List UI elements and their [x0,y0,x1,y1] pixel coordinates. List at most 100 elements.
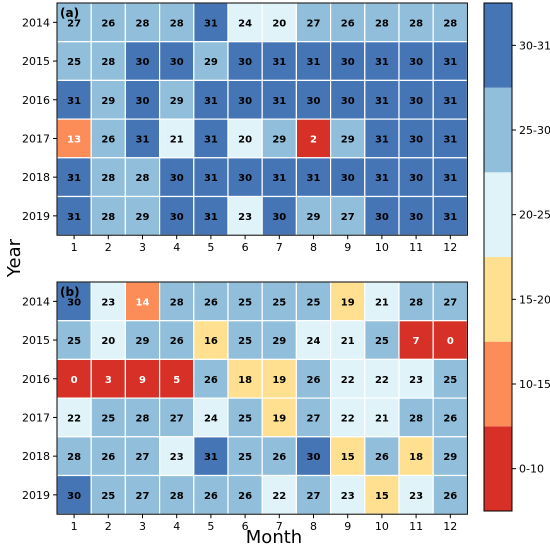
cell-value-label: 7 [413,336,420,347]
heatmap-cell [364,436,400,477]
colorbar-tick-label: 20-25 [519,209,550,222]
cell-value-label: 28 [136,413,150,424]
cell-value-label: 30 [170,212,184,223]
heatmap-cell [432,2,469,43]
x-tick-label: 4 [173,241,180,254]
heatmap-cell [330,474,366,515]
heatmap-cell [261,474,298,515]
cell-value-label: 30 [409,212,423,223]
y-tick-label: 2014 [22,16,50,29]
cell-value-label: 22 [375,375,389,386]
x-tick-label: 8 [310,520,317,533]
cell-value-label: 2 [310,134,317,145]
cell-value-label: 25 [101,413,115,424]
cell-value-label: 23 [409,375,423,386]
cell-value-label: 30 [307,452,321,463]
cell-value-label: 25 [101,491,115,502]
cell-value-label: 31 [443,134,457,145]
heatmap-cell [90,281,126,322]
colorbar-frame [483,2,513,512]
heatmap-cell [193,358,229,399]
x-tick-label: 6 [242,520,249,533]
x-tick-label: 1 [71,241,78,254]
x-tick-label: 5 [207,241,214,254]
cell-value-label: 18 [409,452,423,463]
cell-value-label: 25 [272,297,286,308]
y-tick-label: 2016 [22,94,50,107]
colorbar-segment [484,426,512,511]
cell-value-label: 26 [272,452,286,463]
cell-value-label: 30 [238,57,252,68]
cell-value-label: 26 [101,134,115,145]
cell-value-label: 23 [238,212,252,223]
x-tick-label: 3 [139,241,146,254]
cell-value-label: 21 [170,134,184,145]
cell-value-label: 20 [101,336,115,347]
heatmap-cell [193,436,229,477]
cell-value-label: 28 [67,452,81,463]
cell-value-label: 26 [443,491,457,502]
heatmap-cell [90,358,126,399]
heatmap-cell [261,397,298,438]
cell-value-label: 30 [409,134,423,145]
heatmap-cell [193,41,229,82]
x-tick-label: 9 [344,241,351,254]
heatmap-cell [261,195,298,236]
x-tick-label: 5 [207,520,214,533]
cell-value-label: 30 [136,57,150,68]
cell-value-label: 30 [238,96,252,107]
cell-value-label: 25 [375,336,389,347]
x-tick-label: 9 [344,520,351,533]
cell-value-label: 30 [238,173,252,184]
cell-value-label: 31 [375,173,389,184]
cell-value-label: 26 [204,491,218,502]
cell-value-label: 24 [307,336,321,347]
heatmap-cell [124,79,161,120]
cell-value-label: 22 [272,491,286,502]
cell-value-label: 30 [307,96,321,107]
x-tick-label: 12 [443,520,457,533]
cell-value-label: 27 [170,413,184,424]
heatmap-cell [364,41,400,82]
cell-value-label: 31 [443,96,457,107]
cell-value-label: 23 [101,297,115,308]
heatmap-cell [364,474,400,515]
heatmap-cell [432,195,469,236]
heatmap-cell [295,2,332,43]
cell-value-label: 9 [139,375,146,386]
cell-value-label: 28 [409,18,423,29]
cell-value-label: 23 [341,491,355,502]
x-tick-label: 2 [105,241,112,254]
heatmap-cell [56,195,92,236]
cell-value-label: 23 [170,452,184,463]
cell-value-label: 3 [105,375,112,386]
heatmap-cell [90,157,126,198]
cell-value-label: 21 [375,297,389,308]
y-axis-label: Year [4,238,25,278]
heatmap-cell [159,195,195,236]
cell-value-label: 25 [307,297,321,308]
cell-value-label: 24 [238,18,252,29]
panel-label: (b) [60,285,80,299]
heatmap-cell [364,2,400,43]
colorbar-tick-label: 15-20 [519,293,550,306]
heatmap-cell [432,118,469,159]
cell-value-label: 25 [238,336,252,347]
colorbar-tick-label: 30-31 [519,39,550,52]
heatmap-cell [432,436,469,477]
cell-value-label: 31 [204,212,218,223]
heatmap-cell [124,320,161,361]
cell-value-label: 31 [204,173,218,184]
heatmap-cell [295,157,332,198]
cell-value-label: 28 [101,173,115,184]
cell-value-label: 30 [409,57,423,68]
cell-value-label: 29 [204,57,218,68]
cell-value-label: 28 [101,57,115,68]
heatmap-cell [90,41,126,82]
cell-value-label: 25 [238,452,252,463]
heatmap-cell [193,79,229,120]
cell-value-label: 30 [170,57,184,68]
heatmap-cell [432,79,469,120]
cell-value-label: 31 [272,96,286,107]
